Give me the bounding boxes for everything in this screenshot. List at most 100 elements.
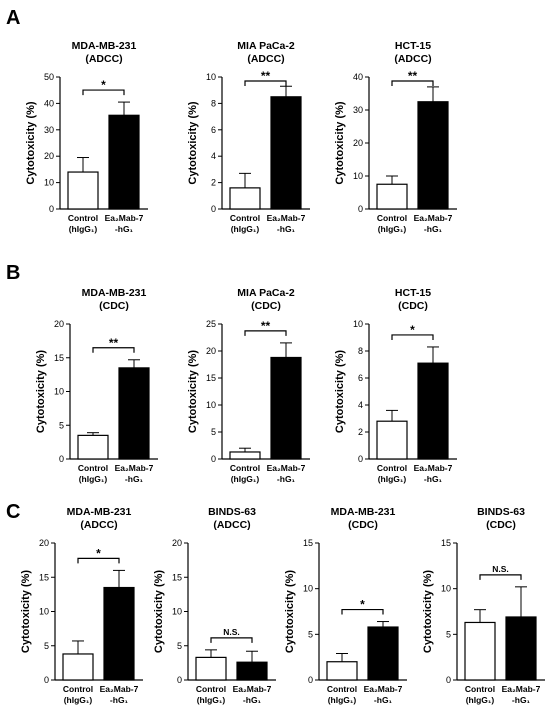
control-bar	[464, 621, 496, 681]
chart-title: BINDS-63	[477, 506, 525, 518]
control-bar	[229, 451, 261, 460]
significance-bracket	[92, 347, 135, 353]
y-tick-label: 5	[308, 629, 313, 639]
y-tick-label: 10	[303, 584, 313, 594]
significance-label: **	[408, 69, 418, 83]
y-tick-label: 10	[206, 72, 216, 82]
significance-bracket	[82, 89, 125, 96]
chart-subtitle: (ADCC)	[394, 53, 431, 65]
significance-label: *	[101, 78, 106, 92]
chart-subtitle: (CDC)	[251, 300, 281, 312]
y-tick-label: 5	[44, 641, 49, 651]
chart-4: MDA-MB-231(CDC) Cytotoxicity (%) 0 5 10 15 20 C…	[35, 287, 158, 484]
chart-title: MIA PaCa-2	[237, 287, 295, 299]
x-tick-label: Control	[78, 463, 108, 473]
treatment-bar	[103, 586, 135, 681]
chart-title: MDA-MB-231	[82, 287, 147, 299]
x-tick-label: -hG₁	[243, 695, 262, 705]
control-bar	[326, 661, 358, 681]
y-tick-label: 20	[44, 151, 54, 161]
y-axis-label: Cytotoxicity (%)	[20, 570, 32, 653]
x-tick-label: Ea₂Mab-7	[414, 213, 453, 223]
panel-label-a: A	[6, 7, 20, 29]
panel-label-c: C	[6, 501, 20, 523]
y-tick-label: 8	[358, 346, 363, 356]
chart-subtitle: (ADCC)	[85, 53, 122, 65]
treatment-bar	[270, 356, 302, 460]
x-tick-label: -hG₁	[110, 695, 129, 705]
y-tick-label: 5	[211, 427, 216, 437]
significance-label: *	[360, 598, 365, 612]
y-tick-label: 20	[54, 319, 64, 329]
y-tick-label: 0	[211, 204, 216, 214]
y-tick-label: 25	[206, 319, 216, 329]
chart-8: BINDS-63(ADCC) Cytotoxicity (%) 0 5 10 15 20 Co…	[153, 506, 276, 705]
significance-label: **	[261, 69, 271, 83]
chart-10: BINDS-63(CDC) Cytotoxicity (%) 0 5 10 15 Contr…	[422, 506, 545, 705]
x-tick-label: -hG₁	[277, 474, 296, 484]
chart-title: MIA PaCa-2	[237, 40, 295, 52]
y-tick-label: 15	[303, 538, 313, 548]
control-bar	[376, 420, 408, 460]
y-tick-label: 5	[446, 629, 451, 639]
y-tick-label: 10	[353, 171, 363, 181]
x-tick-label: (hIgG₁)	[466, 695, 495, 705]
treatment-bar	[236, 661, 268, 681]
y-axis-label: Cytotoxicity (%)	[334, 101, 346, 184]
significance-bracket	[341, 608, 384, 615]
chart-title: HCT-15	[395, 40, 431, 52]
x-tick-label: Control	[377, 213, 407, 223]
significance-bracket	[244, 80, 287, 86]
y-tick-label: 15	[441, 538, 451, 548]
significance-bracket	[479, 574, 522, 580]
panel-label-b: B	[6, 262, 20, 284]
x-tick-label: Ea₂Mab-7	[115, 463, 154, 473]
treatment-bar	[417, 101, 449, 210]
y-tick-label: 10	[54, 387, 64, 397]
y-tick-label: 15	[206, 373, 216, 383]
x-tick-label: -hG₁	[125, 474, 144, 484]
x-tick-label: -hG₁	[115, 224, 134, 234]
y-axis-label: Cytotoxicity (%)	[25, 101, 37, 184]
x-tick-label: Control	[63, 684, 93, 694]
x-tick-label: Ea₂Mab-7	[502, 684, 541, 694]
x-tick-label: (hIgG₁)	[231, 224, 260, 234]
x-tick-label: -hG₁	[424, 224, 443, 234]
y-tick-label: 20	[206, 346, 216, 356]
y-tick-label: 20	[39, 538, 49, 548]
chart-6: HCT-15(CDC) Cytotoxicity (%) 0 2 4 6 8 10 Contro…	[334, 287, 457, 484]
x-tick-label: Ea₂Mab-7	[105, 213, 144, 223]
chart-2: MIA PaCa-2(ADCC) Cytotoxicity (%) 0 2 4 6 8 10 C…	[187, 40, 310, 234]
y-tick-label: 20	[353, 138, 363, 148]
x-tick-label: (hIgG₁)	[378, 474, 407, 484]
y-tick-label: 10	[441, 584, 451, 594]
y-tick-label: 6	[211, 125, 216, 135]
y-tick-label: 0	[308, 675, 313, 685]
control-bar	[195, 656, 227, 681]
y-tick-label: 5	[177, 641, 182, 651]
y-tick-label: 10	[206, 400, 216, 410]
y-axis-label: Cytotoxicity (%)	[187, 350, 199, 433]
x-tick-label: Control	[230, 463, 260, 473]
x-tick-label: Ea₂Mab-7	[364, 684, 403, 694]
x-tick-label: (hIgG₁)	[328, 695, 357, 705]
y-tick-label: 15	[172, 572, 182, 582]
significance-label: N.S.	[223, 627, 240, 637]
x-tick-label: Control	[377, 463, 407, 473]
y-tick-label: 40	[44, 98, 54, 108]
y-tick-label: 0	[358, 454, 363, 464]
x-tick-label: (hIgG₁)	[64, 695, 93, 705]
y-tick-label: 15	[54, 353, 64, 363]
y-axis-label: Cytotoxicity (%)	[187, 101, 199, 184]
treatment-bar	[505, 616, 537, 681]
x-tick-label: -hG₁	[374, 695, 393, 705]
y-tick-label: 5	[59, 420, 64, 430]
x-tick-label: Control	[230, 213, 260, 223]
x-tick-label: Ea₂Mab-7	[414, 463, 453, 473]
x-tick-label: Control	[327, 684, 357, 694]
y-tick-label: 15	[39, 572, 49, 582]
x-tick-label: -hG₁	[424, 474, 443, 484]
chart-subtitle: (CDC)	[99, 300, 129, 312]
control-bar	[67, 171, 99, 210]
y-tick-label: 10	[39, 607, 49, 617]
